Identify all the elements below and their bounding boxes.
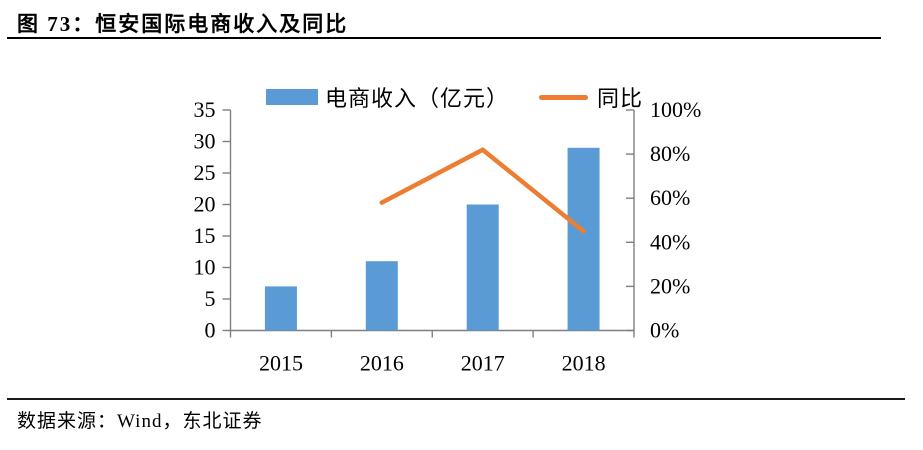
left-axis-tick-label: 25 <box>194 160 216 185</box>
left-axis-tick-label: 15 <box>194 223 216 248</box>
title-divider <box>7 37 881 39</box>
left-axis-tick-label: 5 <box>205 286 216 311</box>
x-axis-category-label: 2015 <box>259 351 303 376</box>
chart-legend: 电商收入（亿元） 同比 <box>266 83 643 111</box>
revenue-bar-2018 <box>567 147 600 331</box>
x-axis-category-label: 2018 <box>562 351 606 376</box>
x-axis-category-label: 2017 <box>461 351 505 376</box>
revenue-bar-2017 <box>466 204 499 331</box>
revenue-bar-2016 <box>365 261 398 331</box>
right-axis-tick-label: 100% <box>650 97 701 122</box>
figure-title: 图 73：恒安国际电商收入及同比 <box>17 12 349 36</box>
left-axis-tick-label: 30 <box>194 129 216 154</box>
yoy-growth-line <box>379 147 586 234</box>
left-axis-tick-label: 20 <box>194 192 216 217</box>
left-axis-tick-label: 10 <box>194 255 216 280</box>
right-axis-tick-label: 60% <box>650 185 690 210</box>
legend-bar-label: 电商收入（亿元） <box>325 86 510 111</box>
right-axis-tick-label: 20% <box>650 273 690 298</box>
legend-line-swatch-icon <box>539 94 589 100</box>
left-axis-tick-label: 35 <box>194 97 216 122</box>
right-axis-tick-label: 80% <box>650 141 690 166</box>
data-source-note: 数据来源：Wind，东北证券 <box>17 411 263 432</box>
left-axis-tick-label: 0 <box>205 318 216 343</box>
x-axis-category-label: 2016 <box>360 351 404 376</box>
legend-line-label: 同比 <box>597 86 644 111</box>
right-axis-tick-label: 40% <box>650 229 690 254</box>
legend-bar-swatch-icon <box>266 89 318 105</box>
right-axis-tick-label: 0% <box>650 318 679 343</box>
revenue-bar-2015 <box>264 286 297 331</box>
footer-divider <box>7 398 905 400</box>
